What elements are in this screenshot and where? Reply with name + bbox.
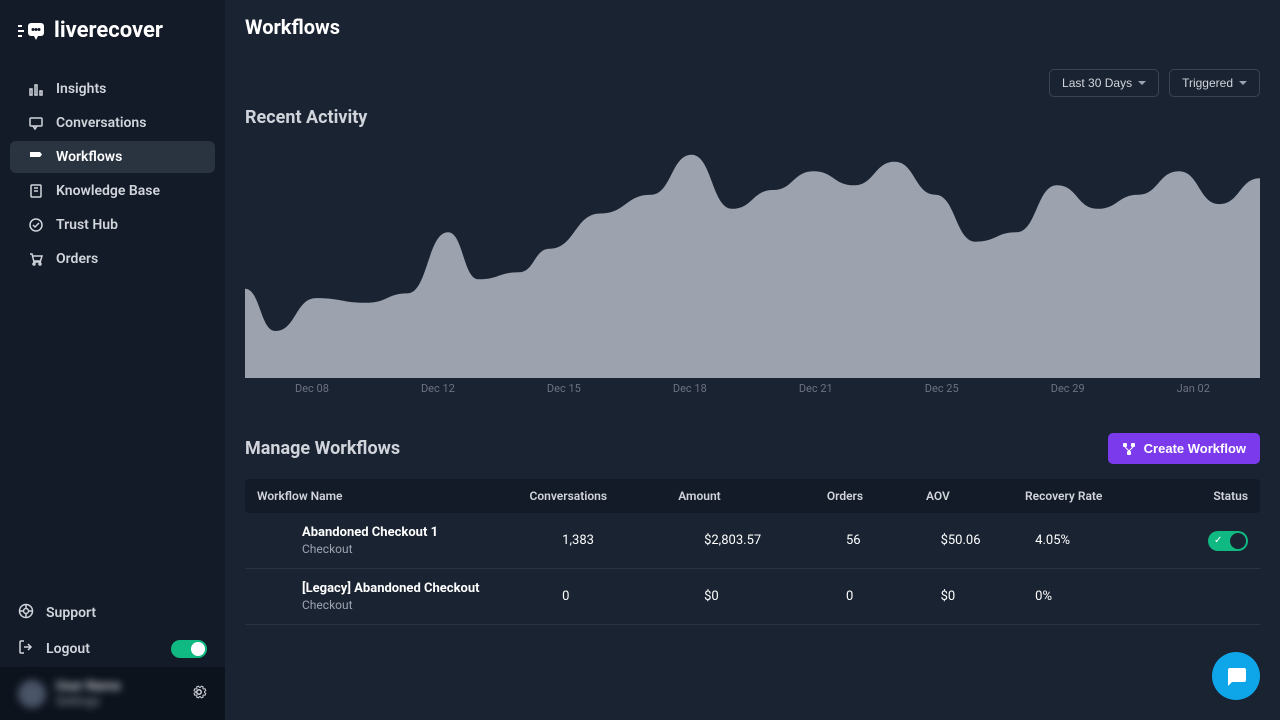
sidebar-item-label: Orders	[56, 251, 98, 267]
chart-x-label: Dec 25	[925, 382, 959, 395]
manage-header: Manage Workflows Create Workflow	[245, 433, 1260, 464]
chevron-down-icon	[1138, 81, 1146, 85]
cell-aov: $50.06	[941, 533, 1036, 548]
user-sub: Settings	[56, 694, 121, 708]
manage-title: Manage Workflows	[245, 438, 400, 459]
sidebar-item-trust-hub[interactable]: Trust Hub	[10, 209, 215, 241]
table-row[interactable]: Abandoned Checkout 1 Checkout 1,383 $2,8…	[245, 513, 1260, 569]
chevron-down-icon	[1239, 81, 1247, 85]
col-header-conversations: Conversations	[530, 489, 679, 503]
sidebar-item-label: Insights	[56, 81, 106, 97]
theme-toggle[interactable]	[171, 640, 207, 658]
logout-icon	[18, 639, 34, 659]
sidebar-item-label: Trust Hub	[56, 217, 118, 233]
create-workflow-label: Create Workflow	[1144, 441, 1246, 456]
conversations-icon	[28, 115, 44, 131]
col-header-status: Status	[1174, 489, 1248, 503]
logout-link[interactable]: Logout	[0, 631, 225, 667]
gear-icon[interactable]	[191, 684, 207, 704]
chart-x-label: Dec 29	[1051, 382, 1085, 395]
sidebar-item-conversations[interactable]: Conversations	[10, 107, 215, 139]
user-info[interactable]: User Name Settings	[18, 679, 121, 708]
col-header-orders: Orders	[827, 489, 926, 503]
logo: liverecover	[0, 18, 225, 61]
page-title: Workflows	[245, 15, 1260, 39]
sidebar-item-insights[interactable]: Insights	[10, 73, 215, 105]
chart-x-label: Jan 02	[1177, 382, 1210, 395]
table-row[interactable]: [Legacy] Abandoned Checkout Checkout 0 $…	[245, 569, 1260, 625]
create-workflow-button[interactable]: Create Workflow	[1108, 433, 1260, 464]
date-range-filter[interactable]: Last 30 Days	[1049, 69, 1159, 97]
workflow-sub: Checkout	[302, 542, 562, 556]
sidebar-footer: Support Logout User Name	[0, 595, 225, 720]
date-range-label: Last 30 Days	[1062, 76, 1132, 90]
chat-widget[interactable]	[1212, 652, 1260, 700]
orders-icon	[28, 251, 44, 267]
workflow-name: [Legacy] Abandoned Checkout	[302, 581, 562, 596]
chart-x-label: Dec 21	[799, 382, 833, 395]
main-content: Workflows Last 30 Days Triggered Recent …	[225, 0, 1280, 720]
cell-amount: $2,803.57	[704, 533, 846, 548]
workflow-icon	[1122, 442, 1136, 456]
support-icon	[18, 603, 34, 623]
col-header-aov: AOV	[926, 489, 1025, 503]
metric-filter[interactable]: Triggered	[1169, 69, 1260, 97]
activity-chart: Dec 08 Dec 12 Dec 15 Dec 18 Dec 21 Dec 25 Dec …	[245, 143, 1260, 403]
chart-x-labels: Dec 08 Dec 12 Dec 15 Dec 18 Dec 21 Dec 25 Dec …	[245, 382, 1260, 395]
sidebar-item-label: Conversations	[56, 115, 146, 131]
metric-label: Triggered	[1182, 76, 1233, 90]
cell-orders: 56	[846, 533, 941, 548]
workflows-table: Workflow Name Conversations Amount Order…	[245, 479, 1260, 625]
recent-activity-title: Recent Activity	[245, 107, 1260, 128]
cell-amount: $0	[704, 589, 846, 604]
knowledge-icon	[28, 183, 44, 199]
status-toggle[interactable]: ✓	[1208, 531, 1248, 551]
cell-conversations: 0	[562, 589, 704, 604]
cell-conversations: 1,383	[562, 533, 704, 548]
chart-x-label: Dec 18	[673, 382, 707, 395]
sidebar: liverecover Insights Conversations Workflo…	[0, 0, 225, 720]
sidebar-item-workflows[interactable]: Workflows	[10, 141, 215, 173]
sidebar-item-label: Knowledge Base	[56, 183, 160, 199]
support-label: Support	[46, 605, 96, 621]
chart-x-label: Dec 12	[421, 382, 455, 395]
col-header-name: Workflow Name	[257, 489, 530, 503]
table-header: Workflow Name Conversations Amount Order…	[245, 479, 1260, 513]
support-link[interactable]: Support	[0, 595, 225, 631]
chart-x-label: Dec 15	[547, 382, 581, 395]
user-row: User Name Settings	[0, 667, 225, 720]
brand-name: liverecover	[54, 18, 163, 43]
avatar	[18, 680, 46, 708]
workflows-icon	[28, 149, 44, 165]
nav: Insights Conversations Workflows Knowledge …	[0, 61, 225, 595]
cell-recovery: 0%	[1035, 589, 1177, 604]
sidebar-item-orders[interactable]: Orders	[10, 243, 215, 275]
sidebar-item-label: Workflows	[56, 149, 122, 165]
chart-x-label: Dec 08	[295, 382, 329, 395]
cell-aov: $0	[941, 589, 1036, 604]
insights-icon	[28, 81, 44, 97]
cell-recovery: 4.05%	[1035, 533, 1177, 548]
sidebar-item-knowledge-base[interactable]: Knowledge Base	[10, 175, 215, 207]
col-header-amount: Amount	[678, 489, 827, 503]
filters: Last 30 Days Triggered	[245, 69, 1260, 97]
logout-label: Logout	[46, 641, 90, 657]
cell-orders: 0	[846, 589, 941, 604]
trust-icon	[28, 217, 44, 233]
logo-icon	[18, 21, 46, 41]
workflow-sub: Checkout	[302, 598, 562, 612]
chat-icon	[1224, 664, 1248, 688]
workflow-name: Abandoned Checkout 1	[302, 525, 562, 540]
user-name: User Name	[56, 679, 121, 694]
col-header-recovery: Recovery Rate	[1025, 489, 1174, 503]
